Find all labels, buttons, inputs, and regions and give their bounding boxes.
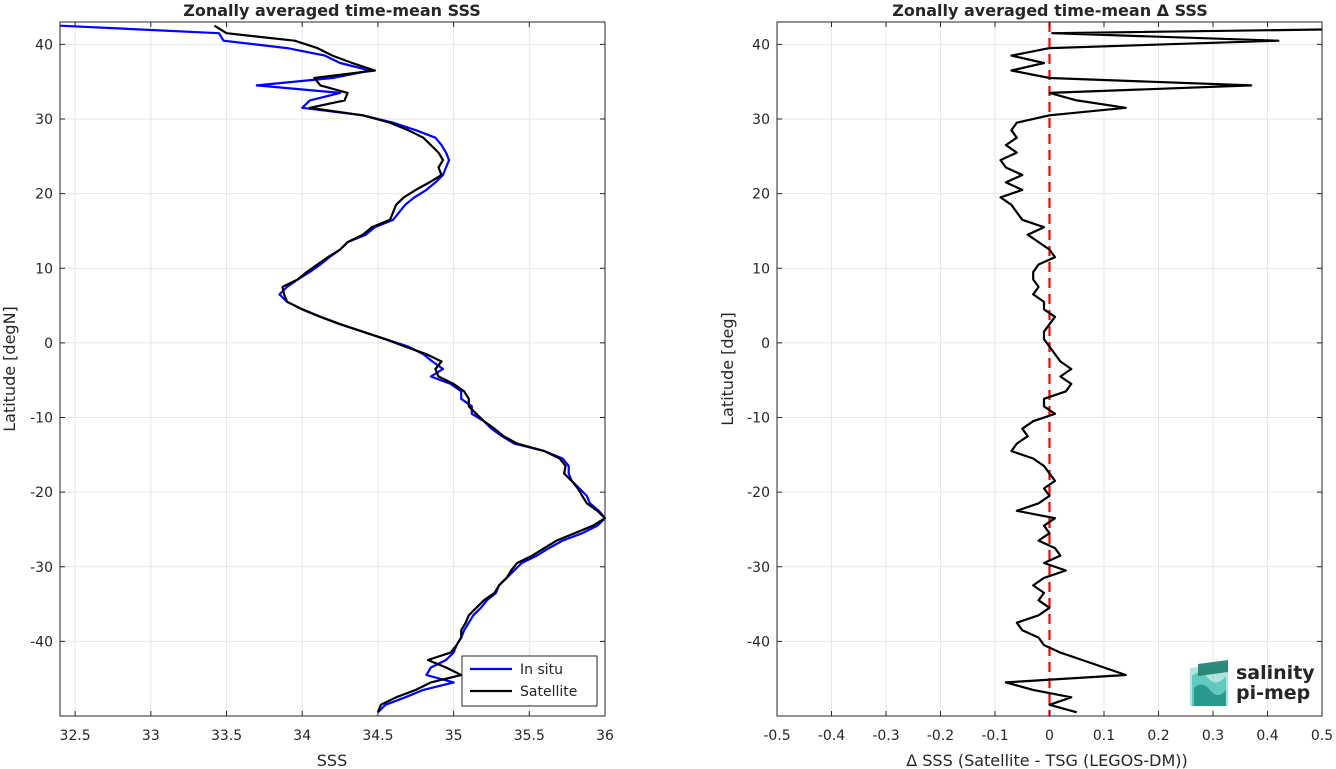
sss-series-group — [59, 24, 607, 714]
sss-x-axis-label: SSS — [317, 751, 347, 769]
sss-series-line-satellite — [213, 24, 607, 713]
sss-x-tick-label: 32.5 — [60, 728, 91, 744]
logo-text-line2: pi-mep — [1236, 682, 1310, 704]
delta-sss-y-tick-label: 0 — [761, 336, 770, 352]
delta-sss-x-axis-label: Δ SSS (Satellite - TSG (LEGOS-DM)) — [906, 751, 1188, 769]
sss-y-tick-label: 10 — [35, 261, 53, 277]
delta-sss-y-tick-label: -10 — [747, 411, 770, 427]
delta-sss-chart-title: Zonally averaged time-mean Δ SSS — [892, 1, 1208, 20]
delta-sss-x-tick-label: -0.2 — [927, 728, 954, 744]
legend-box — [461, 655, 598, 707]
delta-sss-y-tick-label: 40 — [752, 37, 770, 53]
delta-sss-y-ticks: -40 -30 -20 -10 0 10 20 30 40 — [747, 37, 1322, 650]
sss-y-ticks: -40 -30 -20 -10 0 10 20 30 40 — [30, 37, 605, 650]
delta-sss-profile-panel: -0.5 -0.4 -0.3 -0.2 -0.1 0 0.1 0.2 0.3 0.4 0.5 -40… — [718, 1, 1333, 769]
logo-wave-icon — [1190, 660, 1228, 706]
delta-sss-x-tick-label: -0.5 — [763, 728, 790, 744]
delta-sss-x-tick-label: -0.1 — [981, 728, 1008, 744]
delta-sss-x-tick-label: 0.4 — [1256, 728, 1278, 744]
delta-sss-series-line-delta — [999, 28, 1323, 714]
sss-plot-frame — [59, 21, 606, 717]
sss-x-tick-label: 35.5 — [514, 728, 545, 744]
sss-x-tick-label: 36 — [596, 728, 614, 744]
sss-x-tick-label: 34 — [293, 728, 311, 744]
delta-sss-y-tick-label: -30 — [747, 560, 770, 576]
legend-label-satellite: Satellite — [520, 684, 577, 700]
delta-sss-series-group — [999, 28, 1323, 714]
sss-y-tick-label: 40 — [35, 37, 53, 53]
sss-x-ticks: 32.5 33 33.5 34 34.5 35 35.5 36 — [60, 22, 614, 744]
sss-y-tick-label: -30 — [30, 560, 53, 576]
sss-y-axis-label: Latitude [degN] — [0, 306, 19, 432]
delta-sss-x-tick-label: 0 — [1045, 728, 1054, 744]
delta-sss-y-tick-label: 30 — [752, 112, 770, 128]
sss-y-tick-label: 20 — [35, 187, 53, 203]
delta-sss-x-tick-label: -0.4 — [818, 728, 845, 744]
delta-sss-y-tick-label: -40 — [747, 634, 770, 650]
delta-sss-y-tick-label: 10 — [752, 261, 770, 277]
delta-sss-x-tick-label: 0.3 — [1202, 728, 1224, 744]
delta-sss-y-tick-label: 20 — [752, 187, 770, 203]
sss-y-tick-label: 30 — [35, 112, 53, 128]
sss-y-tick-label: -40 — [30, 634, 53, 650]
sss-series-line-in-situ — [59, 24, 607, 714]
delta-sss-x-tick-label: 0.2 — [1147, 728, 1169, 744]
sss-grid — [60, 22, 606, 716]
delta-sss-x-ticks: -0.5 -0.4 -0.3 -0.2 -0.1 0 0.1 0.2 0.3 0.4 0.5 — [763, 22, 1333, 744]
delta-sss-y-axis-label: Latitude [deg] — [718, 312, 737, 426]
delta-sss-y-tick-label: -20 — [747, 485, 770, 501]
sss-y-tick-label: -10 — [30, 411, 53, 427]
sss-x-tick-label: 33 — [142, 728, 160, 744]
logo-text-line1: salinity — [1236, 662, 1315, 684]
sss-profile-panel: 32.5 33 33.5 34 34.5 35 35.5 36 -40 -30 -20 -10 0 10… — [0, 1, 614, 769]
sss-y-tick-label: -20 — [30, 485, 53, 501]
sss-x-tick-label: 33.5 — [211, 728, 242, 744]
delta-sss-x-tick-label: -0.3 — [872, 728, 899, 744]
salinity-pi-mep-logo: salinity pi-mep — [1190, 660, 1315, 706]
delta-sss-x-tick-label: 0.1 — [1093, 728, 1115, 744]
sss-x-tick-label: 34.5 — [362, 728, 393, 744]
delta-sss-x-tick-label: 0.5 — [1311, 728, 1333, 744]
sss-x-tick-label: 35 — [445, 728, 463, 744]
legend-label-in-situ: In situ — [520, 662, 563, 678]
sss-legend: In situ Satellite — [461, 655, 598, 707]
sss-chart-title: Zonally averaged time-mean SSS — [183, 1, 481, 20]
sss-plot-area — [60, 22, 605, 716]
sss-y-tick-label: 0 — [44, 336, 53, 352]
